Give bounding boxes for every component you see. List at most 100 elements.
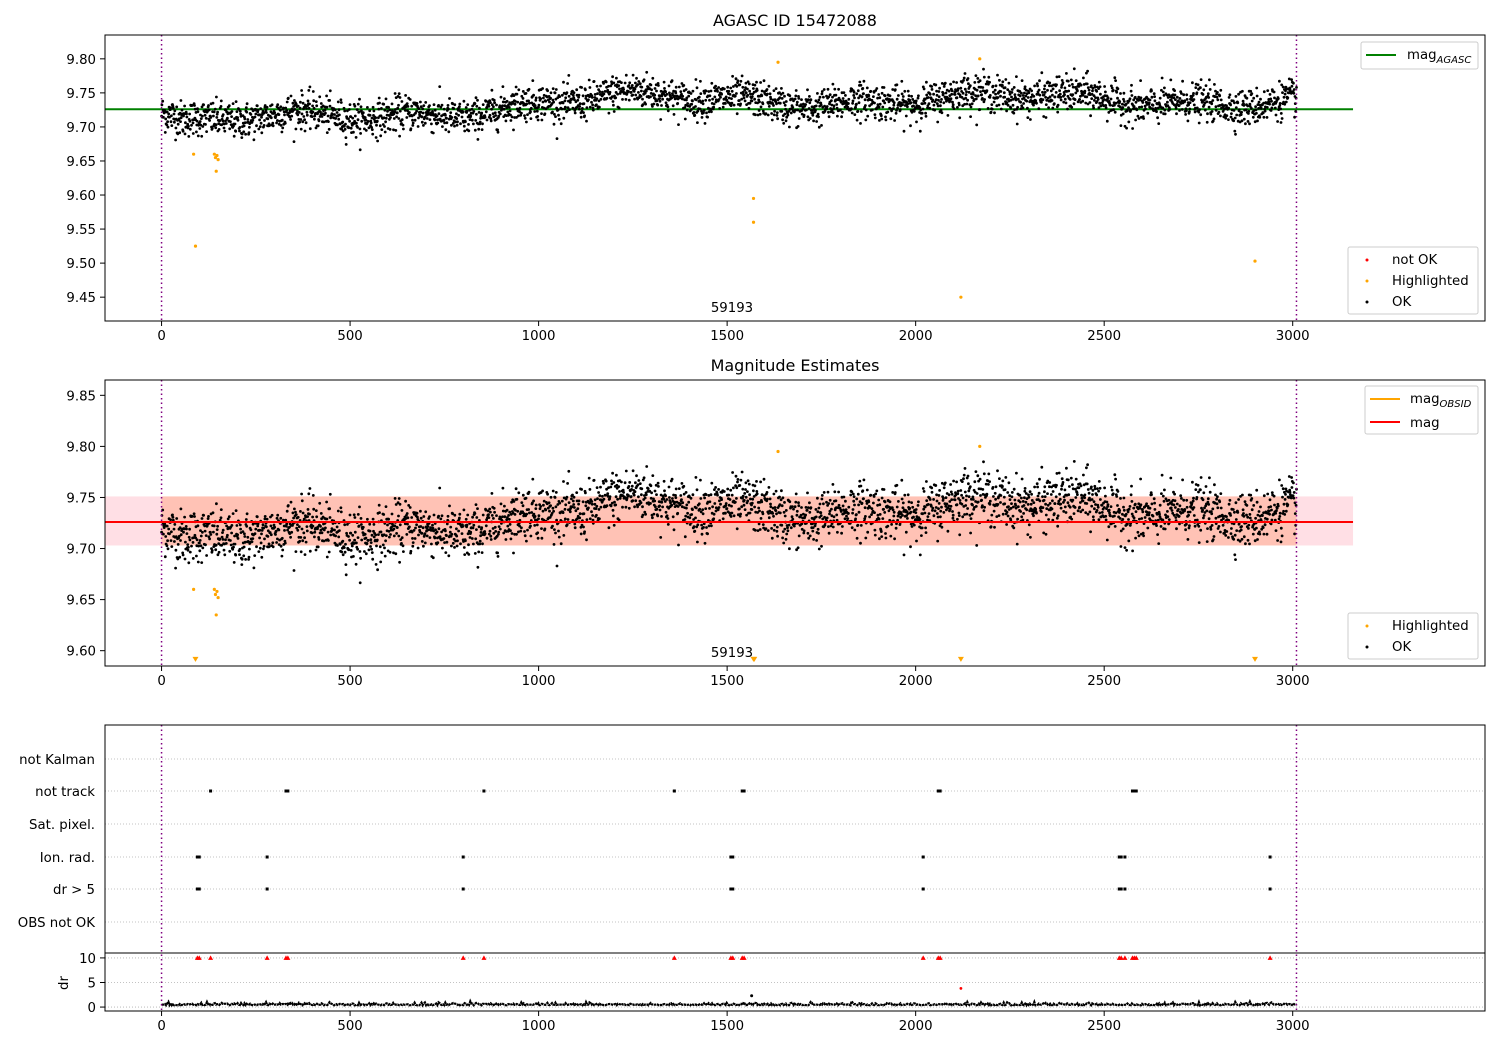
ok-point: [598, 105, 601, 109]
ok-point: [523, 530, 526, 533]
ok-point: [162, 526, 166, 529]
ok-point: [559, 542, 563, 546]
ok-point: [1134, 100, 1138, 104]
ok-point: [716, 89, 719, 93]
ok-point: [674, 487, 678, 491]
ok-point: [866, 114, 870, 118]
ok-point: [862, 92, 865, 95]
ok-point: [819, 514, 823, 517]
ok-point: [504, 538, 508, 541]
ok-point: [358, 550, 362, 553]
ok-point: [444, 529, 447, 533]
ok-point: [1216, 91, 1219, 94]
ok-point: [212, 524, 216, 528]
ok-point: [1292, 88, 1296, 91]
ok-point: [395, 115, 398, 119]
ok-point: [730, 493, 734, 497]
ok-point: [328, 89, 332, 93]
ok-point: [188, 112, 192, 116]
ok-point: [1161, 90, 1165, 94]
ok-point: [434, 528, 437, 532]
ok-point: [646, 487, 650, 490]
ok-point: [269, 524, 273, 528]
ok-point: [857, 101, 861, 105]
ok-point: [812, 119, 815, 123]
ok-point: [778, 91, 781, 94]
ok-point: [308, 127, 312, 131]
panel1-annotation: 59193: [711, 301, 753, 316]
ok-point: [347, 117, 350, 121]
ok-point: [483, 532, 487, 536]
ok-point: [800, 98, 803, 101]
ok-point: [243, 117, 247, 121]
ok-point: [375, 544, 378, 548]
ok-point: [864, 118, 868, 122]
ok-point: [422, 104, 426, 107]
ok-point: [829, 524, 833, 528]
ok-point: [597, 88, 600, 91]
ok-point: [445, 116, 448, 120]
ok-point: [991, 84, 995, 88]
ok-point: [702, 526, 705, 529]
ok-point: [993, 88, 997, 92]
ok-point: [341, 539, 345, 543]
ok-point: [392, 551, 395, 555]
ok-point: [268, 124, 271, 127]
ok-point: [382, 533, 386, 537]
ok-point: [806, 88, 809, 92]
ok-point: [766, 92, 769, 96]
ok-point: [978, 108, 982, 111]
ok-point: [279, 108, 282, 112]
ok-point: [541, 489, 544, 493]
ok-point: [876, 103, 880, 107]
ok-point: [493, 525, 497, 529]
ok-point: [236, 537, 240, 540]
ok-point: [1038, 93, 1042, 97]
ok-point: [1292, 81, 1295, 85]
ok-point: [846, 105, 850, 109]
ok-point: [828, 498, 832, 502]
ok-point: [620, 81, 623, 84]
ok-point: [927, 102, 931, 105]
ok-point: [814, 108, 817, 112]
ok-point: [1228, 93, 1232, 97]
p1-ytick-label: 9.70: [66, 121, 96, 136]
ok-point: [318, 501, 322, 505]
ok-point: [1175, 112, 1178, 116]
ok-point: [748, 511, 752, 515]
ok-point: [474, 119, 478, 122]
ok-point: [230, 110, 234, 113]
ok-point: [1281, 91, 1284, 94]
ok-point: [350, 544, 354, 548]
ok-point: [1207, 96, 1211, 99]
legend-mag-agasc-label: mag: [1407, 48, 1437, 63]
ok-point: [766, 529, 770, 532]
ok-point: [374, 136, 378, 139]
ok-point: [901, 95, 905, 98]
ok-point: [1214, 108, 1218, 112]
ok-point: [828, 93, 832, 97]
ok-point: [699, 510, 703, 514]
ok-point: [344, 563, 348, 566]
ok-point: [376, 139, 379, 143]
ok-point: [341, 553, 345, 557]
ok-point: [1146, 111, 1150, 115]
ok-point: [598, 90, 602, 94]
ok-point: [476, 565, 480, 569]
ok-point: [674, 496, 678, 499]
ok-point: [185, 527, 188, 531]
ok-point: [294, 102, 298, 106]
ok-point: [1077, 85, 1081, 88]
ok-point: [1082, 76, 1085, 80]
ok-point: [660, 515, 663, 518]
ok-point: [863, 98, 867, 102]
ok-point: [300, 499, 304, 503]
ok-point: [1059, 98, 1063, 102]
ok-point: [627, 90, 630, 93]
ok-point: [463, 129, 467, 133]
ok-point: [801, 107, 805, 110]
ok-point: [430, 122, 433, 126]
ok-point: [740, 97, 744, 101]
ok-point: [1113, 103, 1116, 107]
ok-point: [621, 98, 624, 101]
